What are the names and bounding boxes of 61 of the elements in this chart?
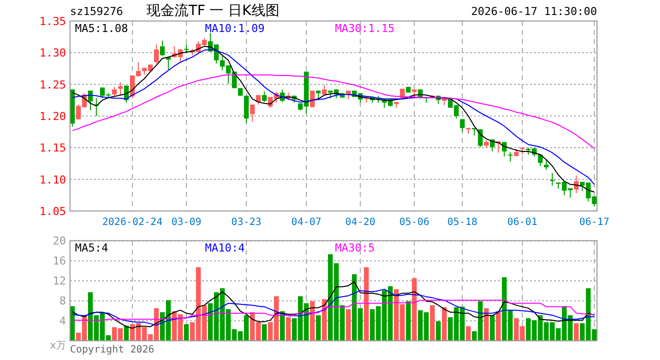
bar xyxy=(574,323,579,341)
candlestick xyxy=(88,90,93,111)
candlestick xyxy=(160,40,165,56)
x-tick-label: 04-20 xyxy=(345,217,376,228)
candlestick xyxy=(250,104,255,122)
y-tick-label: 16 xyxy=(52,254,66,268)
x-tick-label: 03-09 xyxy=(171,217,202,228)
line-series xyxy=(72,288,595,326)
y-tick-label: 1.10 xyxy=(40,173,66,186)
bar xyxy=(184,324,189,341)
candlestick xyxy=(544,159,549,170)
x-tick-label: 06-17 xyxy=(579,217,610,228)
y-tick-label: 20 xyxy=(52,234,66,248)
text: sz159276 xyxy=(70,5,123,18)
y-tick-label: 4 xyxy=(59,314,66,328)
line-series xyxy=(72,281,595,329)
y-tick-label: 1.35 xyxy=(40,15,66,28)
y-tick-label: 12 xyxy=(52,274,66,288)
y-tick-label: 1.25 xyxy=(40,78,66,92)
bar xyxy=(310,301,315,341)
text: 2026-06-17 11:30:00 xyxy=(471,5,597,18)
text: MA5:1.08 xyxy=(75,22,128,35)
y-axis-title: x万 xyxy=(50,340,66,352)
bar xyxy=(430,305,435,341)
candlestick xyxy=(118,82,123,96)
bar xyxy=(124,326,129,341)
text: MA30:5 xyxy=(335,242,375,255)
candlestick xyxy=(508,152,513,162)
line-series xyxy=(72,300,595,321)
bar xyxy=(280,311,285,341)
x-tick-label: 06-01 xyxy=(507,217,538,228)
bar xyxy=(466,326,471,341)
x-tick-label: 04-07 xyxy=(291,217,322,228)
candlestick xyxy=(550,172,555,186)
candlestick xyxy=(460,118,465,132)
bar xyxy=(286,317,291,341)
y-tick-label: 1.30 xyxy=(40,46,66,60)
candlestick xyxy=(154,44,159,64)
text: Copyright 2026 xyxy=(70,344,154,356)
bar xyxy=(322,299,327,341)
candlestick xyxy=(256,94,261,106)
candlestick xyxy=(262,90,267,103)
x-tick-label: 05-18 xyxy=(447,217,478,228)
y-tick-label: 8 xyxy=(59,294,66,308)
x-tick-label: 2026-02-24 xyxy=(102,217,162,228)
y-tick-label: 1.15 xyxy=(40,142,66,155)
x-tick-label: 05-06 xyxy=(399,217,430,228)
text: MA10:4 xyxy=(205,242,246,255)
bar xyxy=(316,315,321,341)
bar xyxy=(436,321,441,341)
text: MA30:1.15 xyxy=(335,22,395,35)
series-label: MA10:1.09 xyxy=(205,22,265,35)
chart-title: 现金流TF 一 日K线图 xyxy=(146,3,280,19)
y-tick-label: 1.20 xyxy=(40,110,66,123)
bar xyxy=(406,301,411,341)
bar xyxy=(262,324,267,341)
candlestick xyxy=(244,95,249,124)
bar xyxy=(346,309,351,341)
y-tick-label: 1.05 xyxy=(40,205,66,218)
x-tick-label: 03-23 xyxy=(231,217,262,228)
text: MA5:4 xyxy=(75,242,108,255)
